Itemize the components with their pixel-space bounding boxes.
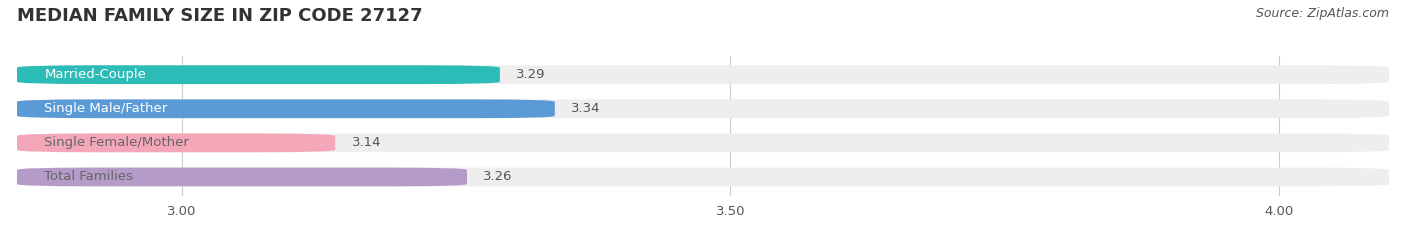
FancyBboxPatch shape: [17, 134, 1389, 152]
Text: MEDIAN FAMILY SIZE IN ZIP CODE 27127: MEDIAN FAMILY SIZE IN ZIP CODE 27127: [17, 7, 422, 25]
Text: 3.26: 3.26: [484, 171, 513, 183]
Text: Total Families: Total Families: [45, 171, 134, 183]
Text: Married-Couple: Married-Couple: [45, 68, 146, 81]
FancyBboxPatch shape: [17, 168, 467, 186]
FancyBboxPatch shape: [17, 168, 1389, 186]
FancyBboxPatch shape: [17, 134, 335, 152]
FancyBboxPatch shape: [17, 65, 501, 84]
FancyBboxPatch shape: [17, 99, 555, 118]
Text: 3.34: 3.34: [571, 102, 600, 115]
FancyBboxPatch shape: [17, 99, 1389, 118]
FancyBboxPatch shape: [17, 65, 1389, 84]
Text: 3.29: 3.29: [516, 68, 546, 81]
Text: 3.14: 3.14: [352, 136, 381, 149]
Text: Source: ZipAtlas.com: Source: ZipAtlas.com: [1256, 7, 1389, 20]
Text: Single Female/Mother: Single Female/Mother: [45, 136, 190, 149]
Text: Single Male/Father: Single Male/Father: [45, 102, 167, 115]
